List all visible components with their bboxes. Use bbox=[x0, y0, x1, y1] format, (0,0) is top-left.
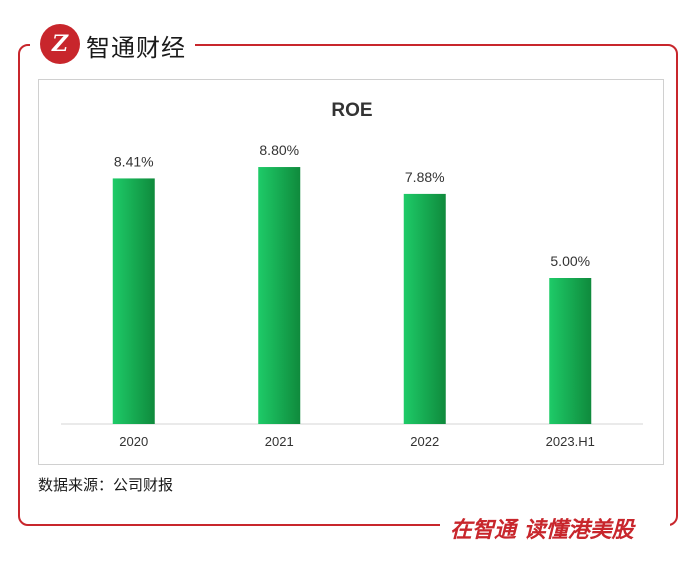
x-tick-label-2022: 2022 bbox=[410, 434, 439, 449]
chart-container: ROE 8.41% 2020 8.80% 2021 7.88% 2022 5.00% 2023… bbox=[38, 79, 664, 465]
brand-logo-icon: Z bbox=[40, 24, 80, 64]
bar-2022 bbox=[403, 193, 446, 424]
data-label-2020: 8.41% bbox=[114, 153, 154, 169]
brand-name: 智通财经 bbox=[86, 34, 186, 62]
chart-title: ROE bbox=[331, 100, 372, 121]
brand-slogan: 在智通 读懂港美股 bbox=[450, 518, 634, 543]
content-frame bbox=[18, 44, 678, 526]
slogan-background bbox=[440, 510, 670, 544]
x-tick-label-2021: 2021 bbox=[265, 434, 294, 449]
bar-2020 bbox=[112, 178, 155, 424]
data-label-2022: 7.88% bbox=[405, 169, 445, 185]
bar-2021 bbox=[258, 167, 301, 424]
x-tick-label-2020: 2020 bbox=[119, 434, 148, 449]
bar-2023.H1 bbox=[549, 278, 592, 424]
data-label-2021: 8.80% bbox=[259, 142, 299, 158]
data-label-2023.H1: 5.00% bbox=[550, 253, 590, 269]
data-source-note: 数据来源：公司财报 bbox=[38, 476, 174, 494]
x-tick-label-2023.H1: 2023.H1 bbox=[546, 434, 595, 449]
roe-bar-chart: ROE 8.41% 2020 8.80% 2021 7.88% 2022 5.00% 2023… bbox=[61, 100, 643, 449]
